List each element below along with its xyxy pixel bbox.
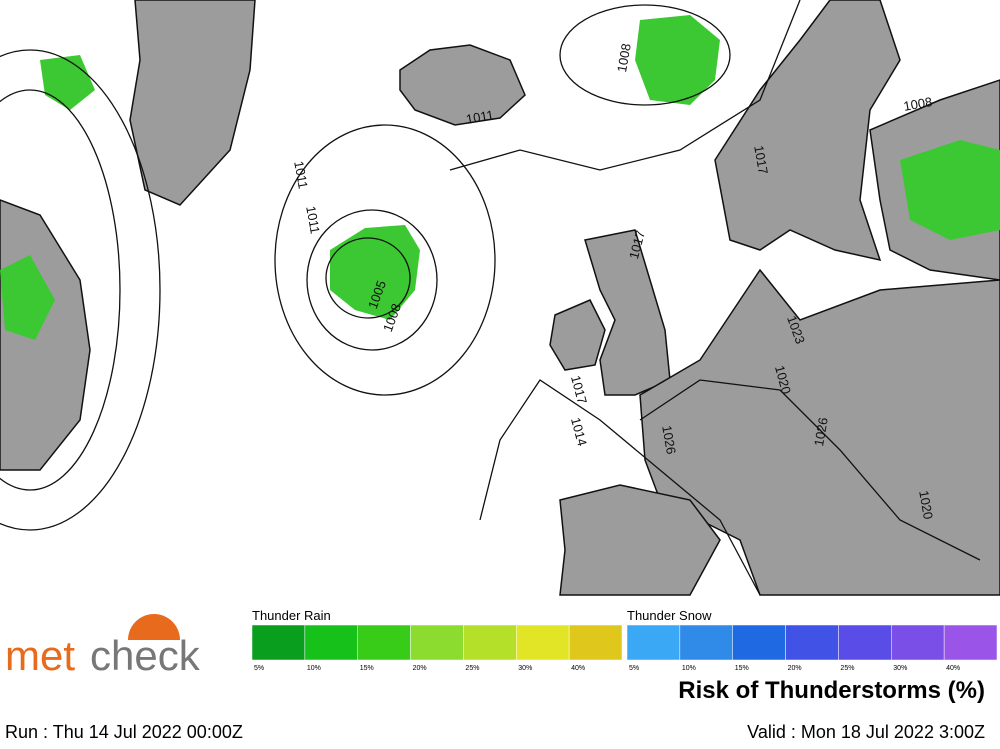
legend-label: 15% [360,665,374,672]
legend-label: 10% [682,665,696,672]
legend-swatch [838,624,892,661]
isobar-label: 1011 [303,205,323,235]
legend-swatch [679,624,733,661]
legend-label: 30% [893,665,907,672]
legend-group-title: Thunder Snow [627,608,712,623]
isobar-label: 1008 [614,42,634,73]
legend-swatch [891,624,945,661]
legend: Thunder Rain 5% 10% 15% 20% 25% 30% 40% Thunder … [251,608,998,672]
legend-swatch [732,624,786,661]
isobar-label: 1020 [916,489,936,520]
legend-label: 20% [413,665,427,672]
legend-swatch [626,624,681,661]
legend-swatch [785,624,839,661]
legend-label: 5% [629,665,639,672]
logo: met check [5,614,201,679]
legend-label: 25% [840,665,854,672]
legend-swatch [463,624,517,661]
legend-label: 15% [735,665,749,672]
isobar-label: 1014 [568,416,590,448]
legend-swatch [943,624,998,661]
isobar-label: 1008 [902,94,933,114]
isobar-label: 1026 [811,416,831,447]
legend-label: 5% [254,665,264,672]
legend-swatch [568,624,623,661]
isobar-label: 1011 [465,107,495,127]
legend-label: 25% [465,665,479,672]
run-time: Run : Thu 14 Jul 2022 00:00Z [5,722,243,742]
legend-label: 40% [946,665,960,672]
legend-label: 30% [518,665,532,672]
isobar-label: 1017 [751,144,771,175]
legend-swatch [304,624,358,661]
legend-swatch [251,624,306,661]
legend-label: 20% [788,665,802,672]
legend-swatch [357,624,411,661]
logo-met: met [5,632,75,679]
logo-check: check [90,632,201,679]
legend-label: 10% [307,665,321,672]
isobar-label: 1017 [568,374,590,406]
valid-time: Valid : Mon 18 Jul 2022 3:00Z [747,722,985,742]
legend-title: Risk of Thunderstorms (%) [678,677,985,704]
isobar-label: 1011 [291,160,311,190]
legend-label: 40% [571,665,585,672]
map [0,0,1000,596]
isobar-label: 1020 [772,364,794,396]
legend-group-title: Thunder Rain [252,608,331,623]
legend-swatch [410,624,464,661]
isobar-label: 1026 [659,424,679,455]
isobar-label: 1017 [626,229,648,261]
legend-swatch [516,624,570,661]
